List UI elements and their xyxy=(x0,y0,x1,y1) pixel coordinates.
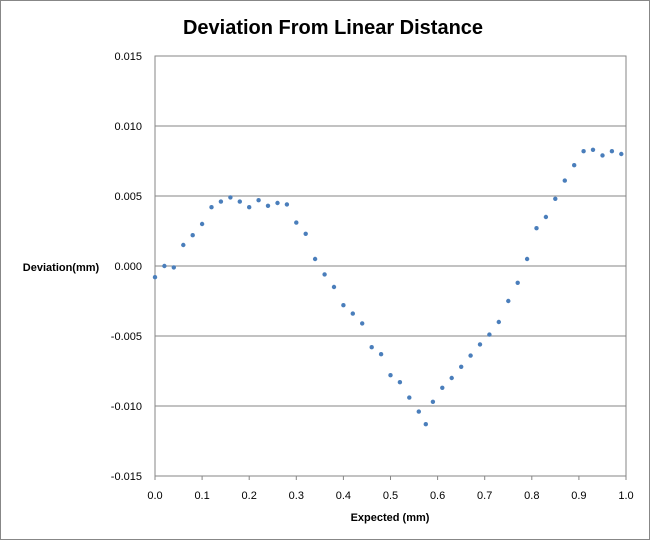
data-point xyxy=(449,375,454,381)
data-points xyxy=(152,147,624,427)
data-point xyxy=(162,263,167,269)
data-point xyxy=(341,303,346,308)
data-point xyxy=(388,373,393,378)
data-point xyxy=(190,233,195,238)
x-tick-labels: 0.0 0.1 0.2 0.3 0.4 0.5 0.6 0.7 0.8 0.9 1.0 xyxy=(147,476,634,502)
data-point xyxy=(468,353,473,358)
x-tick-label: 0.6 xyxy=(430,490,445,502)
data-point xyxy=(331,284,337,290)
data-point xyxy=(407,395,412,400)
data-point xyxy=(506,298,511,304)
x-axis-label: Expected (mm) xyxy=(351,512,430,524)
data-point xyxy=(350,311,355,316)
x-tick-label: 0.1 xyxy=(194,490,209,502)
data-point xyxy=(600,153,605,158)
data-point xyxy=(459,364,464,369)
data-point xyxy=(515,280,520,285)
data-point xyxy=(360,321,365,326)
data-point xyxy=(619,151,624,157)
data-point xyxy=(218,199,224,204)
data-point xyxy=(265,203,271,208)
x-tick-label: 1.0 xyxy=(618,490,633,502)
data-point xyxy=(152,275,158,280)
data-point xyxy=(581,149,586,154)
data-point xyxy=(609,149,615,154)
data-point xyxy=(209,205,214,210)
x-tick-label: 0.8 xyxy=(524,490,539,502)
data-point xyxy=(477,342,483,347)
data-point xyxy=(553,196,558,201)
data-point xyxy=(256,198,261,203)
data-point xyxy=(247,205,252,210)
data-point xyxy=(237,199,242,204)
x-tick-label: 0.4 xyxy=(336,490,351,502)
data-point xyxy=(312,256,318,262)
y-tick-label: -0.005 xyxy=(111,331,142,343)
data-point xyxy=(496,319,501,325)
y-tick-label: 0.000 xyxy=(114,261,142,273)
data-point xyxy=(534,226,539,231)
x-tick-label: 0.0 xyxy=(147,490,162,502)
data-point xyxy=(181,242,186,248)
gridlines xyxy=(155,55,626,477)
data-point xyxy=(423,422,428,427)
data-point xyxy=(294,220,299,225)
y-tick-label: -0.010 xyxy=(111,401,142,413)
data-point xyxy=(572,163,577,168)
chart-title: Deviation From Linear Distance xyxy=(183,17,483,39)
data-point xyxy=(543,214,549,220)
data-point xyxy=(562,178,567,183)
data-point xyxy=(275,200,280,206)
data-point xyxy=(590,147,596,152)
x-tick-label: 0.5 xyxy=(383,490,398,502)
data-point xyxy=(397,380,403,385)
x-tick-label: 0.2 xyxy=(242,490,257,502)
data-point xyxy=(440,385,445,390)
y-axis-label: Deviation(mm) xyxy=(23,262,100,274)
data-point xyxy=(228,195,233,200)
data-point xyxy=(430,399,436,404)
y-tick-label: 0.015 xyxy=(114,51,142,63)
data-point xyxy=(487,332,492,337)
data-point xyxy=(171,265,176,270)
data-point xyxy=(378,352,384,357)
x-tick-label: 0.7 xyxy=(477,490,492,502)
data-point xyxy=(322,272,327,277)
data-point xyxy=(284,202,290,207)
data-point xyxy=(199,221,205,227)
y-tick-label: 0.005 xyxy=(114,191,142,203)
x-tick-label: 0.9 xyxy=(571,490,586,502)
y-tick-label: -0.015 xyxy=(111,471,142,483)
y-tick-labels: 0.015 0.010 0.005 0.000 -0.005 -0.010 -0.015 xyxy=(111,51,142,483)
data-point xyxy=(416,409,421,414)
data-point xyxy=(303,231,308,236)
data-point xyxy=(524,256,530,262)
data-point xyxy=(369,345,374,350)
y-tick-label: 0.010 xyxy=(114,121,142,133)
x-tick-label: 0.3 xyxy=(289,490,304,502)
